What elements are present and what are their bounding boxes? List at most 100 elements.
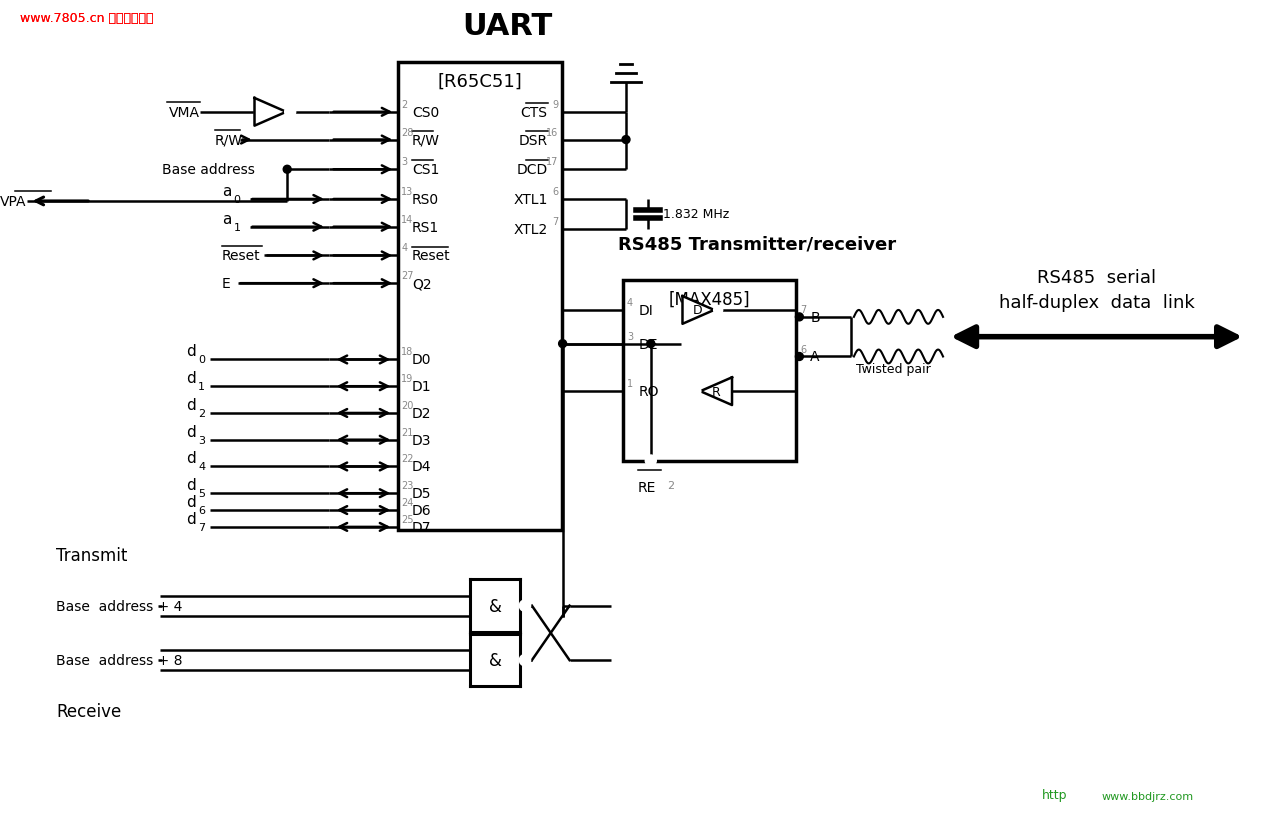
Text: [R65C51]: [R65C51] xyxy=(438,73,523,91)
Text: UART: UART xyxy=(462,11,552,41)
Circle shape xyxy=(646,456,656,466)
Text: RS485  serial: RS485 serial xyxy=(1037,269,1156,287)
Text: d: d xyxy=(186,397,196,413)
Text: DI: DI xyxy=(639,304,653,318)
Text: 24: 24 xyxy=(401,497,414,508)
Text: Twisted pair: Twisted pair xyxy=(856,363,931,376)
Text: 1: 1 xyxy=(234,223,241,233)
Text: D1: D1 xyxy=(411,380,432,394)
Text: XTL1: XTL1 xyxy=(514,192,548,206)
Text: CS0: CS0 xyxy=(411,106,439,120)
Text: 25: 25 xyxy=(401,514,414,524)
Text: 1.832 MHz: 1.832 MHz xyxy=(662,208,729,221)
Text: D7: D7 xyxy=(411,520,432,534)
Text: 9: 9 xyxy=(552,100,558,110)
Text: D2: D2 xyxy=(411,406,432,420)
Text: R/W: R/W xyxy=(411,133,441,147)
Text: d: d xyxy=(186,495,196,509)
Text: 21: 21 xyxy=(401,428,414,437)
Text: a: a xyxy=(222,211,232,226)
Text: d: d xyxy=(186,451,196,466)
Text: DCD: DCD xyxy=(517,163,548,177)
Circle shape xyxy=(795,353,804,361)
Text: 27: 27 xyxy=(401,271,414,281)
Text: 3: 3 xyxy=(197,435,205,445)
Text: a: a xyxy=(222,183,232,199)
Text: D3: D3 xyxy=(411,433,432,447)
Text: d: d xyxy=(186,424,196,439)
Text: 14: 14 xyxy=(401,215,414,224)
Text: D6: D6 xyxy=(411,504,432,518)
Polygon shape xyxy=(700,378,732,405)
Text: 18: 18 xyxy=(401,347,414,357)
Text: CS1: CS1 xyxy=(411,163,439,177)
Circle shape xyxy=(795,314,804,321)
Text: XTL2: XTL2 xyxy=(514,223,548,237)
Circle shape xyxy=(714,306,722,314)
Text: Receive: Receive xyxy=(57,703,122,721)
Text: 28: 28 xyxy=(401,128,414,138)
Text: R/W: R/W xyxy=(215,133,243,147)
Text: 19: 19 xyxy=(401,373,414,384)
Text: 0: 0 xyxy=(234,195,241,205)
Text: 6: 6 xyxy=(800,344,806,354)
Text: 2: 2 xyxy=(667,481,675,491)
Text: CTS: CTS xyxy=(520,106,548,120)
Text: www.7805.cn 电子电路图站: www.7805.cn 电子电路图站 xyxy=(20,11,153,25)
Text: 5: 5 xyxy=(197,489,205,499)
Text: 4: 4 xyxy=(401,243,408,253)
Text: A: A xyxy=(810,350,820,364)
Text: 17: 17 xyxy=(546,157,558,167)
Text: 2: 2 xyxy=(197,409,205,419)
Text: http: http xyxy=(1042,789,1067,801)
Text: &: & xyxy=(489,597,501,615)
Circle shape xyxy=(647,340,655,348)
Text: 1: 1 xyxy=(197,382,205,391)
Text: 13: 13 xyxy=(401,187,414,197)
Text: VMA: VMA xyxy=(170,106,200,120)
Circle shape xyxy=(622,137,630,144)
Text: 23: 23 xyxy=(401,481,414,491)
Text: 6: 6 xyxy=(552,187,558,197)
Polygon shape xyxy=(254,99,286,126)
Text: D: D xyxy=(693,304,703,317)
Text: d: d xyxy=(186,477,196,492)
Circle shape xyxy=(285,108,295,118)
Text: RS485 Transmitter/receiver: RS485 Transmitter/receiver xyxy=(618,235,896,253)
Bar xyxy=(623,281,796,461)
Text: B: B xyxy=(810,310,820,324)
Circle shape xyxy=(284,166,291,174)
Text: 7: 7 xyxy=(552,216,558,226)
Text: www.7805.cn 电子电路图站: www.7805.cn 电子电路图站 xyxy=(20,11,153,25)
Text: d: d xyxy=(186,371,196,386)
Text: 3: 3 xyxy=(401,157,408,167)
Text: D0: D0 xyxy=(411,353,432,367)
Text: Base  address + 4: Base address + 4 xyxy=(57,599,182,613)
Text: Reset: Reset xyxy=(222,249,261,263)
Text: RE: RE xyxy=(638,481,656,495)
Text: d: d xyxy=(186,344,196,359)
Text: 16: 16 xyxy=(547,128,558,138)
Text: www.bbdjrz.com: www.bbdjrz.com xyxy=(1101,791,1194,801)
Text: Base address: Base address xyxy=(162,163,256,177)
Text: Q2: Q2 xyxy=(411,277,432,291)
Text: RS0: RS0 xyxy=(411,192,439,206)
Circle shape xyxy=(520,601,530,611)
Text: Reset: Reset xyxy=(411,249,451,263)
Text: 4: 4 xyxy=(627,297,633,308)
Text: 3: 3 xyxy=(627,331,633,342)
Text: 7: 7 xyxy=(197,523,205,532)
Text: &: & xyxy=(489,651,501,669)
Text: d: d xyxy=(186,511,196,527)
Text: [MAX485]: [MAX485] xyxy=(668,291,751,309)
Circle shape xyxy=(558,340,567,348)
Text: VPA: VPA xyxy=(0,195,27,209)
Text: RS1: RS1 xyxy=(411,220,439,234)
Circle shape xyxy=(693,387,700,396)
Text: 7: 7 xyxy=(800,305,806,314)
Text: RO: RO xyxy=(639,385,660,399)
Text: 0: 0 xyxy=(197,355,205,365)
Bar xyxy=(398,63,562,530)
Text: DSR: DSR xyxy=(519,133,548,147)
Text: Base  address + 8: Base address + 8 xyxy=(57,654,182,667)
